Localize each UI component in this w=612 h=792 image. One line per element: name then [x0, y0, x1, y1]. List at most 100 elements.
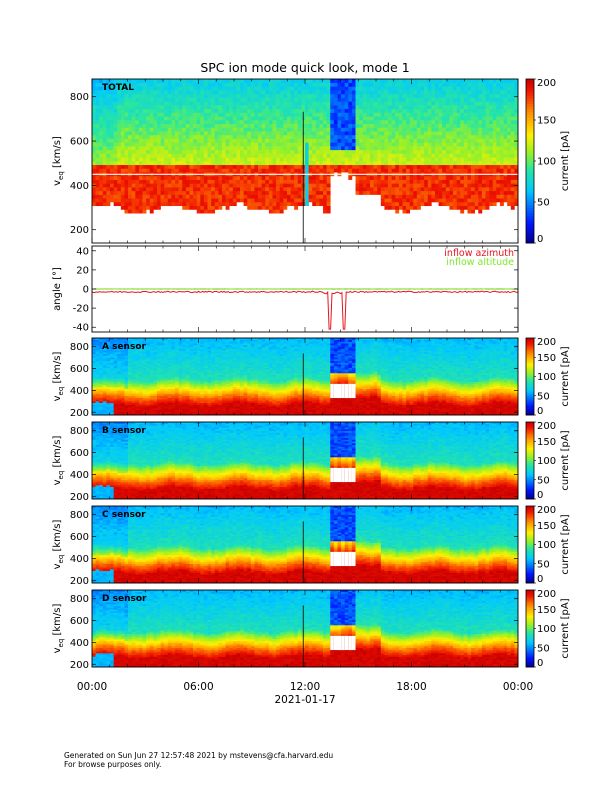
heatmap-cell: [290, 97, 295, 102]
heatmap-cell: [128, 413, 133, 416]
heatmap-cell: [312, 190, 317, 195]
heatmap-cell: [456, 134, 461, 139]
heatmap-cell: [413, 134, 418, 139]
heatmap-cell: [427, 131, 432, 136]
heatmap-cell: [146, 380, 151, 383]
heatmap-cell: [247, 90, 252, 95]
heatmap-cell: [258, 131, 262, 136]
heatmap-cell: [135, 350, 140, 353]
heatmap-cell: [481, 101, 486, 106]
heatmap-cell: [106, 402, 111, 405]
heatmap-cell: [507, 161, 512, 166]
heatmap-cell: [319, 146, 324, 151]
heatmap-cell: [211, 161, 216, 166]
heatmap-cell: [175, 120, 179, 125]
heatmap-cell: [286, 168, 291, 173]
heatmap-cell: [261, 164, 266, 169]
heatmap-cell: [236, 127, 241, 132]
heatmap-cell: [250, 205, 255, 210]
heatmap-cell: [102, 93, 107, 98]
heatmap-cell: [135, 376, 140, 379]
heatmap-cell: [431, 97, 436, 102]
heatmap-cell: [467, 108, 472, 113]
heatmap-cell: [92, 138, 96, 143]
heatmap-cell: [369, 175, 374, 180]
heatmap-cell: [514, 82, 519, 87]
heatmap-cell: [377, 86, 382, 91]
heatmap-cell: [341, 86, 346, 91]
heatmap-cell: [416, 153, 421, 158]
heatmap-cell: [117, 364, 122, 367]
heatmap-cell: [106, 364, 111, 367]
heatmap-cell: [384, 79, 389, 84]
heatmap-cell: [160, 161, 165, 166]
heatmap-cell: [117, 343, 122, 346]
heatmap-cell: [124, 362, 129, 365]
heatmap-cell: [254, 97, 259, 102]
heatmap-cell: [510, 123, 515, 128]
heatmap-cell: [99, 360, 104, 363]
heatmap-cell: [164, 108, 169, 113]
heatmap-cell: [323, 161, 327, 166]
heatmap-cell: [395, 149, 400, 154]
heatmap-cell: [333, 164, 338, 169]
heatmap-cell: [182, 168, 187, 173]
heatmap-cell: [120, 378, 125, 381]
heatmap-cell: [102, 395, 107, 398]
heatmap-cell: [102, 142, 107, 147]
heatmap-cell: [92, 392, 96, 395]
heatmap-cell: [146, 146, 151, 151]
heatmap-cell: [92, 179, 96, 184]
heatmap-cell: [341, 164, 346, 169]
heatmap-cell: [420, 164, 425, 169]
colorbar-cell: [526, 122, 534, 126]
heatmap-cell: [474, 97, 479, 102]
heatmap-cell: [113, 123, 118, 128]
heatmap-cell: [142, 359, 147, 362]
heatmap-cell: [297, 194, 302, 199]
heatmap-cell: [117, 413, 122, 416]
heatmap-cell: [395, 157, 400, 162]
heatmap-cell: [128, 338, 133, 341]
heatmap-cell: [113, 352, 118, 355]
heatmap-cell: [272, 183, 277, 188]
heatmap-cell: [138, 190, 143, 195]
heatmap-cell: [232, 134, 237, 139]
heatmap-cell: [445, 142, 450, 147]
heatmap-cell: [406, 164, 410, 169]
heatmap-cell: [323, 168, 327, 173]
heatmap-cell: [471, 149, 475, 154]
heatmap-cell: [384, 202, 389, 207]
heatmap-cell: [391, 146, 396, 151]
heatmap-cell: [203, 97, 208, 102]
heatmap-cell: [113, 371, 118, 374]
heatmap-cell: [247, 82, 252, 87]
heatmap-cell: [467, 149, 472, 154]
heatmap-cell: [467, 127, 472, 132]
heatmap-cell: [348, 157, 353, 162]
heatmap-cell: [265, 131, 270, 136]
heatmap-cell: [131, 116, 136, 121]
heatmap-cell: [348, 161, 353, 166]
heatmap-cell: [153, 404, 158, 407]
heatmap-cell: [391, 142, 396, 147]
heatmap-cell: [431, 105, 436, 110]
heatmap-cell: [131, 385, 136, 388]
heatmap-cell: [442, 142, 447, 147]
heatmap-cell: [214, 123, 219, 128]
heatmap-cell: [142, 366, 147, 369]
heatmap-cell: [102, 198, 107, 203]
heatmap-cell: [478, 187, 483, 192]
heatmap-cell: [138, 198, 143, 203]
heatmap-cell: [510, 86, 515, 91]
heatmap-cell: [377, 127, 382, 132]
heatmap-cell: [120, 183, 125, 188]
heatmap-cell: [189, 205, 194, 210]
heatmap-cell: [478, 179, 483, 184]
heatmap-cell: [395, 161, 400, 166]
heatmap-cell: [391, 161, 396, 166]
heatmap-cell: [272, 164, 277, 169]
heatmap-cell: [149, 371, 154, 374]
heatmap-cell: [474, 179, 479, 184]
heatmap-cell: [373, 190, 378, 195]
